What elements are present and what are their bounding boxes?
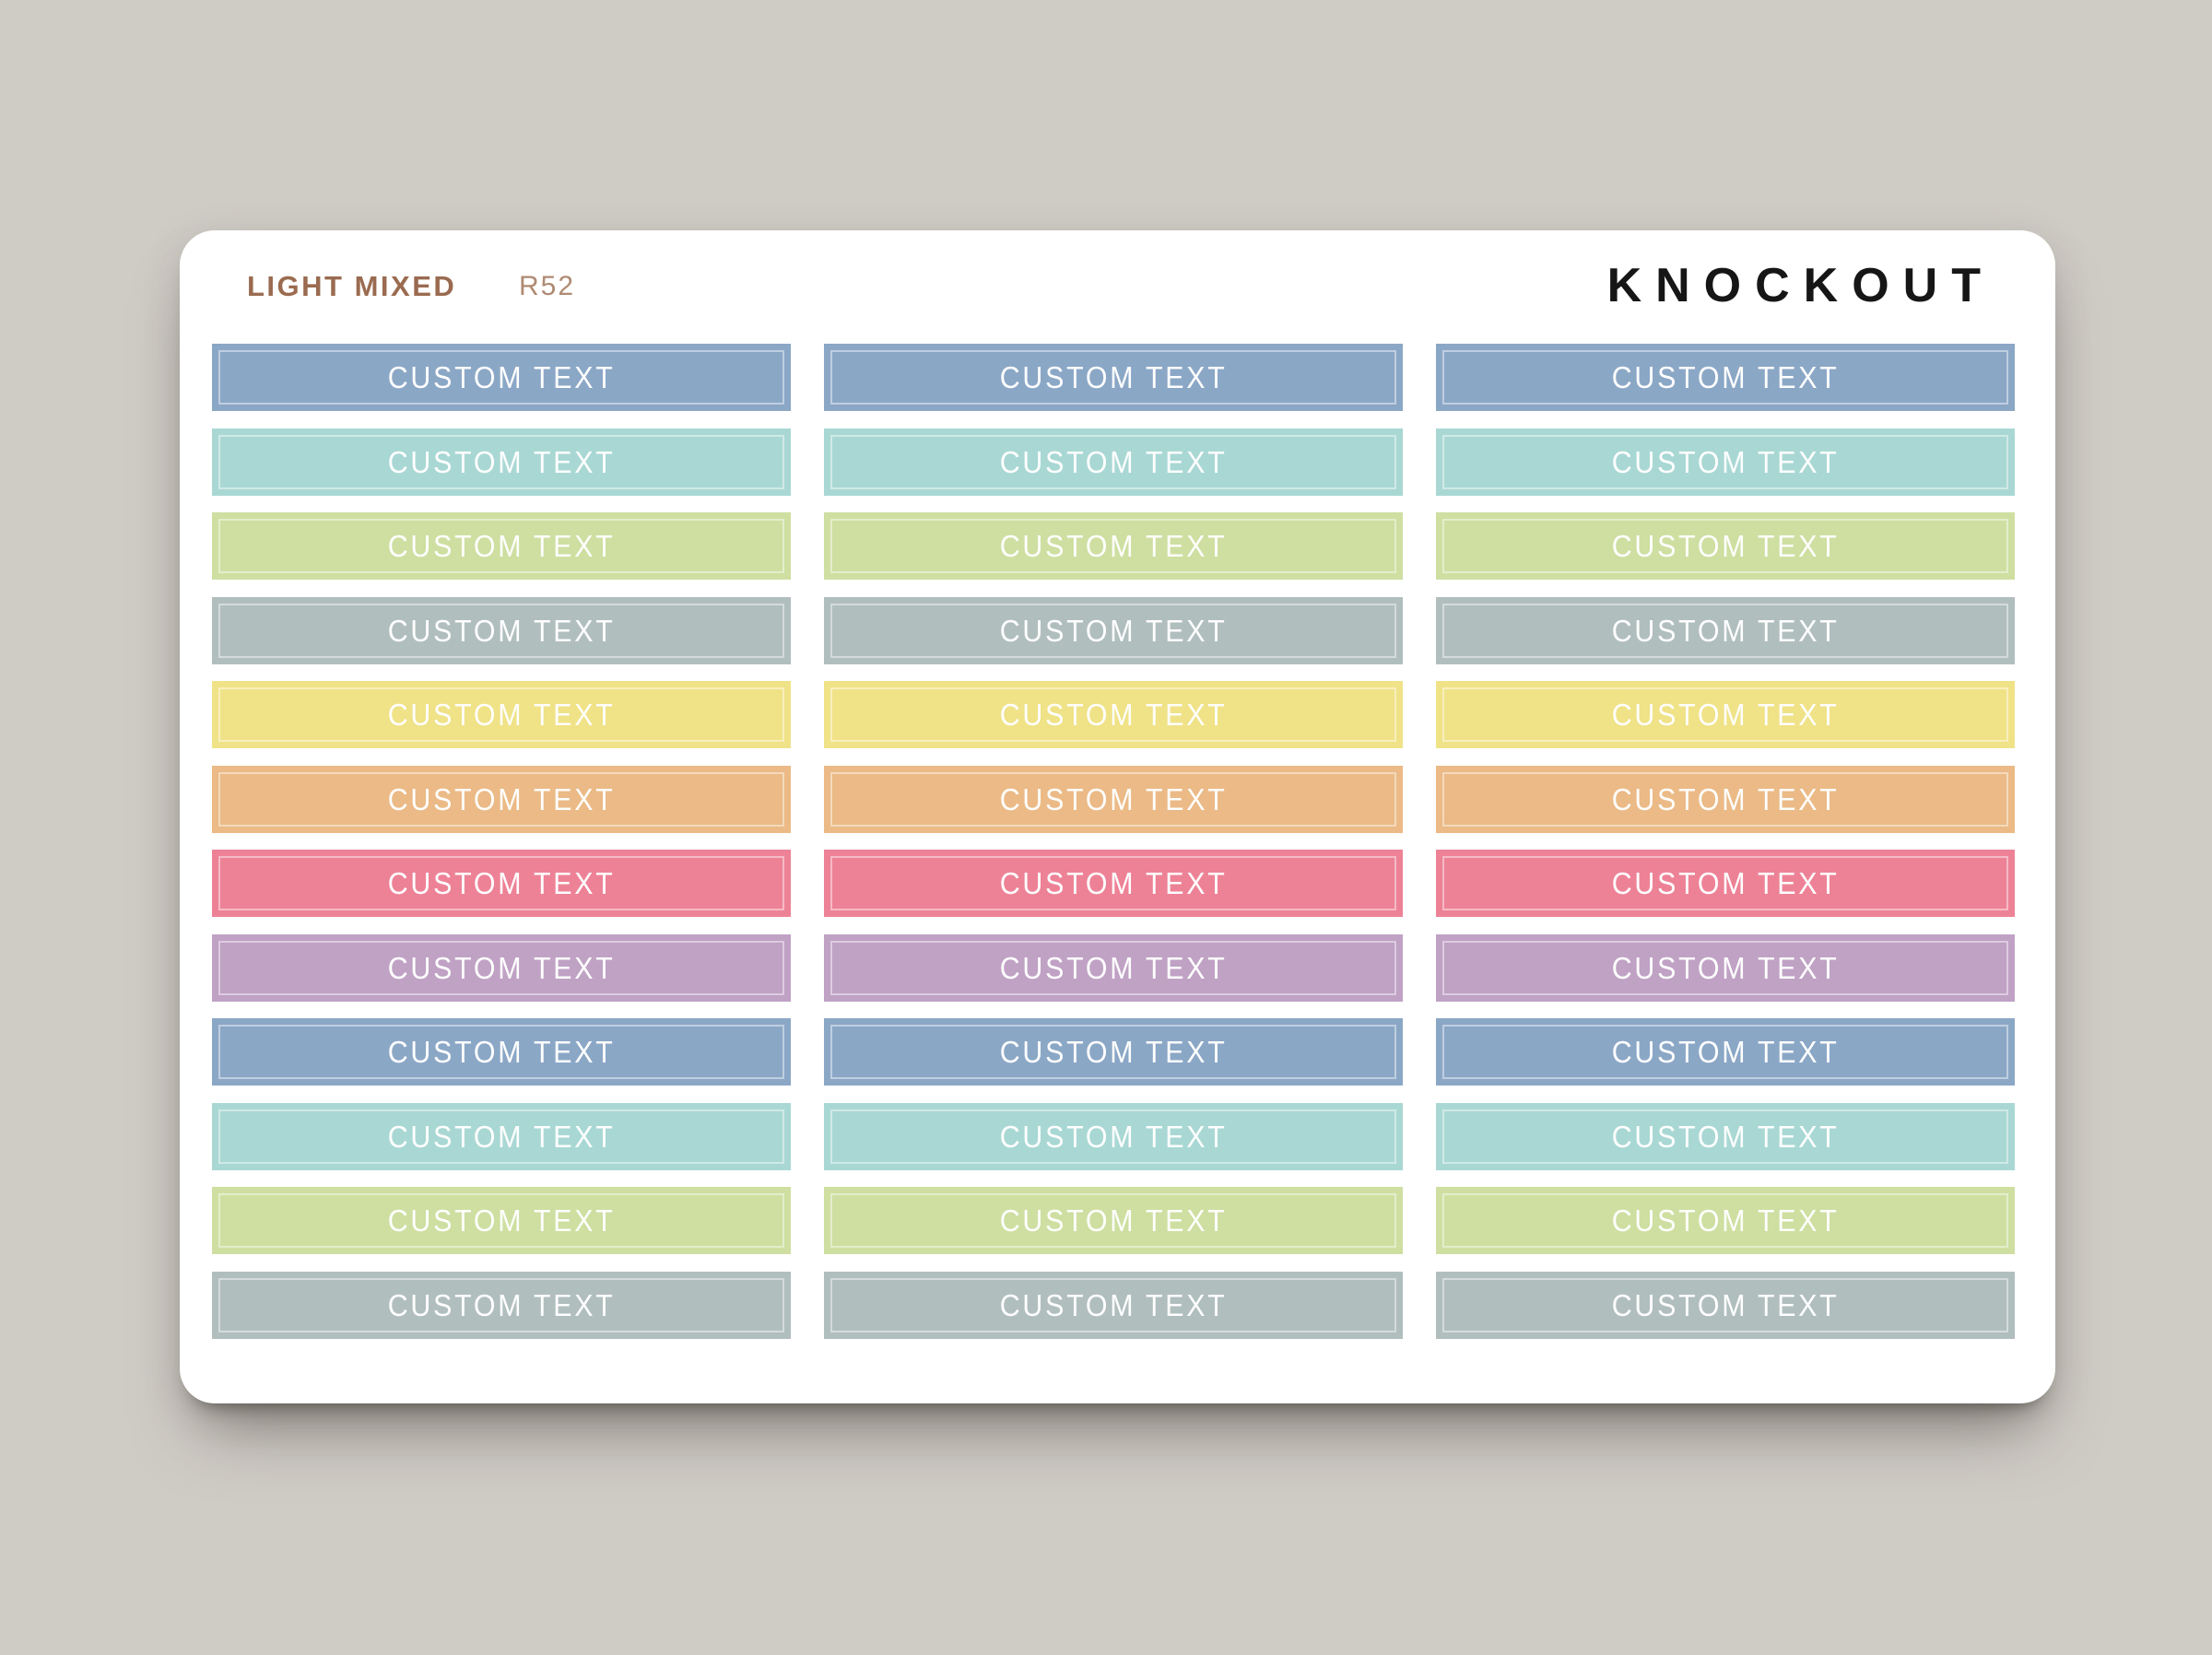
sticker-gray: CUSTOM TEXT bbox=[1436, 1271, 2015, 1339]
sticker-label: CUSTOM TEXT bbox=[387, 698, 616, 732]
sticker-gray: CUSTOM TEXT bbox=[824, 1271, 1403, 1339]
sticker-teal: CUSTOM TEXT bbox=[212, 428, 791, 496]
sticker-label: CUSTOM TEXT bbox=[1611, 698, 1840, 732]
sticker-green: CUSTOM TEXT bbox=[1436, 1187, 2015, 1254]
sticker-orange: CUSTOM TEXT bbox=[212, 765, 791, 833]
sticker-label: CUSTOM TEXT bbox=[387, 529, 616, 563]
sticker-label: CUSTOM TEXT bbox=[999, 1119, 1228, 1154]
sticker-gray: CUSTOM TEXT bbox=[824, 596, 1403, 664]
sticker-label: CUSTOM TEXT bbox=[1611, 866, 1840, 900]
sticker-teal: CUSTOM TEXT bbox=[1436, 1102, 2015, 1170]
sticker-label: CUSTOM TEXT bbox=[999, 1035, 1228, 1069]
sticker-label: CUSTOM TEXT bbox=[999, 1203, 1228, 1238]
sticker-gray: CUSTOM TEXT bbox=[212, 1271, 791, 1339]
sticker-yellow: CUSTOM TEXT bbox=[212, 681, 791, 748]
sticker-pink: CUSTOM TEXT bbox=[824, 850, 1403, 917]
sticker-purple: CUSTOM TEXT bbox=[212, 933, 791, 1002]
sheet-header: LIGHT MIXED R52 KNOCKOUT bbox=[180, 230, 2055, 344]
sticker-label: CUSTOM TEXT bbox=[999, 781, 1228, 816]
sticker-yellow: CUSTOM TEXT bbox=[1436, 681, 2015, 748]
sticker-label: CUSTOM TEXT bbox=[1611, 529, 1840, 563]
sticker-green: CUSTOM TEXT bbox=[824, 1187, 1403, 1254]
sticker-label: CUSTOM TEXT bbox=[387, 781, 616, 816]
sticker-label: CUSTOM TEXT bbox=[1611, 444, 1840, 479]
sticker-label: CUSTOM TEXT bbox=[387, 613, 616, 648]
sticker-green: CUSTOM TEXT bbox=[212, 1187, 791, 1254]
sticker-teal: CUSTOM TEXT bbox=[1436, 428, 2015, 496]
sticker-pink: CUSTOM TEXT bbox=[212, 850, 791, 917]
sticker-teal: CUSTOM TEXT bbox=[212, 1102, 791, 1170]
sticker-label: CUSTOM TEXT bbox=[387, 1203, 616, 1238]
sticker-grid: CUSTOM TEXT CUSTOM TEXT CUSTOM TEXT CUSTOM … bbox=[212, 344, 2015, 1339]
sticker-label: CUSTOM TEXT bbox=[999, 1287, 1228, 1322]
sticker-pink: CUSTOM TEXT bbox=[1436, 850, 2015, 917]
sticker-label: CUSTOM TEXT bbox=[387, 866, 616, 900]
sticker-blue: CUSTOM TEXT bbox=[824, 1018, 1403, 1086]
sticker-purple: CUSTOM TEXT bbox=[1436, 933, 2015, 1002]
sticker-orange: CUSTOM TEXT bbox=[824, 765, 1403, 833]
sticker-label: CUSTOM TEXT bbox=[999, 444, 1228, 479]
product-code: R52 bbox=[519, 271, 576, 301]
collection-name: LIGHT MIXED bbox=[247, 270, 457, 302]
sticker-label: CUSTOM TEXT bbox=[999, 360, 1228, 394]
sticker-label: CUSTOM TEXT bbox=[999, 698, 1228, 732]
sticker-blue: CUSTOM TEXT bbox=[212, 1018, 791, 1086]
sticker-yellow: CUSTOM TEXT bbox=[824, 681, 1403, 748]
sticker-teal: CUSTOM TEXT bbox=[824, 428, 1403, 496]
sticker-orange: CUSTOM TEXT bbox=[1436, 765, 2015, 833]
sticker-label: CUSTOM TEXT bbox=[999, 529, 1228, 563]
sticker-label: CUSTOM TEXT bbox=[1611, 781, 1840, 816]
sticker-label: CUSTOM TEXT bbox=[999, 613, 1228, 648]
sticker-label: CUSTOM TEXT bbox=[387, 360, 616, 394]
sticker-label: CUSTOM TEXT bbox=[387, 1035, 616, 1069]
sticker-label: CUSTOM TEXT bbox=[1611, 613, 1840, 648]
sticker-label: CUSTOM TEXT bbox=[1611, 1035, 1840, 1069]
sticker-label: CUSTOM TEXT bbox=[999, 866, 1228, 900]
sticker-label: CUSTOM TEXT bbox=[1611, 950, 1840, 985]
sticker-label: CUSTOM TEXT bbox=[387, 1287, 616, 1322]
brand-logo: KNOCKOUT bbox=[1606, 259, 1994, 312]
sticker-label: CUSTOM TEXT bbox=[1611, 360, 1840, 394]
sticker-green: CUSTOM TEXT bbox=[1436, 512, 2015, 580]
sticker-green: CUSTOM TEXT bbox=[824, 512, 1403, 580]
sticker-sheet: LIGHT MIXED R52 KNOCKOUT CUSTOM TEXT CUST… bbox=[180, 230, 2055, 1403]
sticker-blue: CUSTOM TEXT bbox=[1436, 344, 2015, 411]
sticker-blue: CUSTOM TEXT bbox=[212, 344, 791, 411]
sticker-label: CUSTOM TEXT bbox=[1611, 1287, 1840, 1322]
sticker-gray: CUSTOM TEXT bbox=[1436, 596, 2015, 664]
sticker-gray: CUSTOM TEXT bbox=[212, 596, 791, 664]
sticker-label: CUSTOM TEXT bbox=[387, 1119, 616, 1154]
sticker-blue: CUSTOM TEXT bbox=[824, 344, 1403, 411]
sticker-blue: CUSTOM TEXT bbox=[1436, 1018, 2015, 1086]
sticker-label: CUSTOM TEXT bbox=[387, 950, 616, 985]
sticker-teal: CUSTOM TEXT bbox=[824, 1102, 1403, 1170]
sticker-label: CUSTOM TEXT bbox=[999, 950, 1228, 985]
sticker-label: CUSTOM TEXT bbox=[1611, 1203, 1840, 1238]
sticker-label: CUSTOM TEXT bbox=[1611, 1119, 1840, 1154]
sticker-green: CUSTOM TEXT bbox=[212, 512, 791, 580]
sticker-purple: CUSTOM TEXT bbox=[824, 933, 1403, 1002]
sticker-label: CUSTOM TEXT bbox=[387, 444, 616, 479]
